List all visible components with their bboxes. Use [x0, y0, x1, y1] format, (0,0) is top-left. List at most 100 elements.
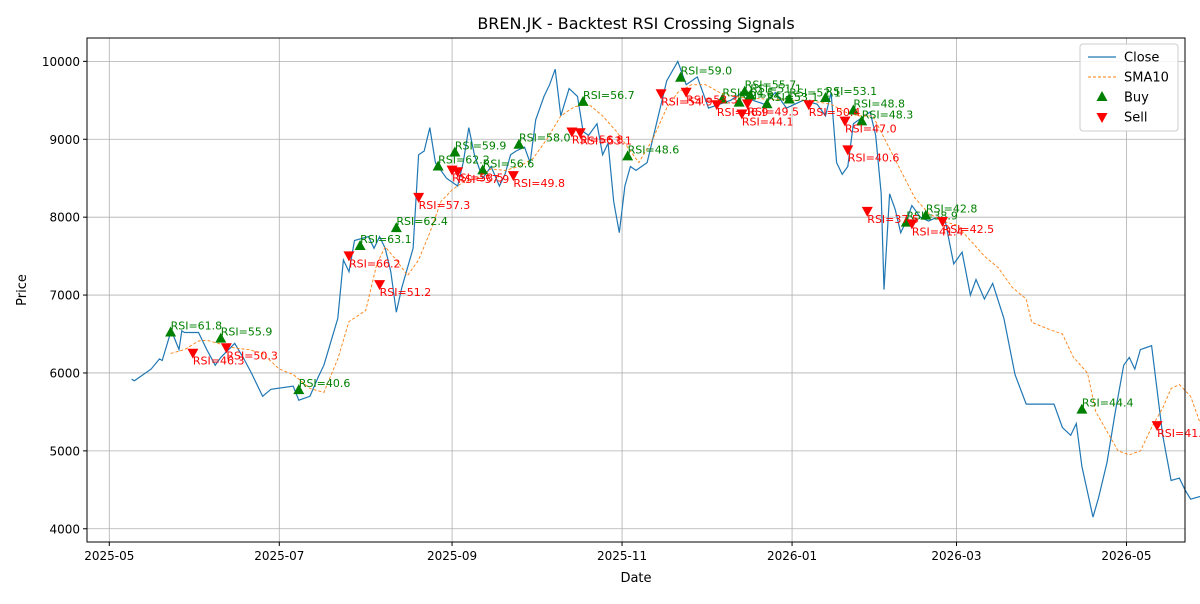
sell-marker: [736, 109, 748, 120]
sell-label: RSI=47.0: [845, 123, 897, 136]
sell-marker: [1151, 421, 1163, 432]
sell-label: RSI=49.8: [513, 177, 565, 190]
legend-label-buy: Buy: [1124, 91, 1149, 106]
y-tick-label: 10000: [42, 55, 80, 69]
x-tick-label: 2025-05: [84, 549, 134, 563]
sell-label: RSI=51.2: [380, 286, 432, 299]
legend: Close SMA10 Buy Sell: [1079, 43, 1179, 132]
buy-marker: [513, 138, 525, 149]
x-tick-label: 2026-01: [767, 549, 817, 563]
sell-marker: [842, 145, 854, 156]
plot-frame: [86, 37, 1186, 543]
buy-label: RSI=55.9: [221, 326, 273, 339]
sell-marker: [452, 167, 464, 178]
sell-marker: [413, 192, 425, 203]
sell-label: RSI=41.4: [912, 225, 964, 238]
buy-label: RSI=53.1: [826, 85, 878, 98]
legend-sell-swatch: [1096, 113, 1108, 123]
buy-label: RSI=42.8: [926, 203, 978, 216]
sma10-line: [170, 84, 1200, 456]
y-axis-label: Price: [15, 274, 30, 306]
y-tick-label: 4000: [49, 522, 80, 536]
legend-label-sell: Sell: [1124, 111, 1147, 126]
y-tick-label: 9000: [49, 133, 80, 147]
sell-label: RSI=57.3: [419, 199, 471, 212]
axis-layer: 4000 5000 6000 7000 8000 9000 10000 2025-05 2025…: [42, 55, 1152, 563]
close-price-line: [131, 59, 1200, 518]
x-tick-label: 2025-11: [597, 549, 647, 563]
buy-marker: [432, 160, 444, 171]
buy-label: RSI=56.7: [583, 89, 635, 102]
y-tick-label: 6000: [49, 366, 80, 380]
sell-label: RSI=50.4: [809, 106, 861, 119]
sell-marker: [374, 280, 386, 291]
buy-label: RSI=48.6: [628, 143, 680, 156]
sell-label: RSI=50.3: [226, 349, 278, 362]
sell-marker: [741, 99, 753, 110]
sell-marker: [803, 100, 815, 111]
x-tick-label: 2025-09: [427, 549, 477, 563]
buy-label: RSI=56.6: [483, 157, 535, 170]
legend-buy-swatch: [1096, 91, 1108, 101]
buy-label: RSI=63.1: [360, 233, 412, 246]
x-tick-label: 2025-07: [254, 549, 304, 563]
sell-marker: [906, 219, 918, 230]
buy-label: RSI=48.3: [862, 108, 914, 121]
sell-label: RSI=56.8: [572, 133, 624, 146]
sell-marker: [655, 89, 667, 100]
x-tick-label: 2026-03: [931, 549, 981, 563]
buy-marker: [215, 332, 227, 343]
x-axis-label: Date: [620, 571, 651, 586]
y-tick-label: 8000: [49, 211, 80, 225]
sell-label: RSI=49.5: [747, 105, 799, 118]
buy-marker: [856, 115, 868, 126]
buy-marker: [820, 91, 832, 102]
sell-label: RSI=66.2: [349, 257, 401, 270]
series-layer: [131, 59, 1200, 518]
buy-label: RSI=62.2: [438, 154, 490, 167]
buy-marker: [744, 89, 756, 100]
buy-label: RSI=48.8: [853, 97, 905, 110]
legend-label-sma: SMA10: [1124, 71, 1169, 86]
sell-label: RSI=46.3: [193, 355, 245, 368]
x-tick-label: 2026-05: [1101, 549, 1151, 563]
sell-label: RSI=41.5: [1157, 427, 1200, 440]
sell-marker: [507, 171, 519, 182]
buy-marker: [920, 209, 932, 220]
buy-marker: [739, 85, 751, 96]
buy-marker: [390, 222, 402, 233]
buy-label: RSI=59.0: [681, 65, 733, 78]
sell-label: RSI=40.6: [848, 151, 900, 164]
sell-marker: [187, 348, 199, 359]
buy-marker: [1076, 403, 1088, 414]
chart-title: BREN.JK - Backtest RSI Crossing Signals: [477, 14, 794, 33]
buy-label: RSI=55.7: [745, 79, 797, 92]
sell-label: RSI=54.9: [661, 95, 713, 108]
buy-marker: [847, 104, 859, 115]
buy-marker: [165, 326, 177, 337]
buy-marker: [761, 98, 773, 109]
buy-label: RSI=59.9: [455, 140, 507, 153]
buy-label: RSI=52.1: [789, 87, 841, 100]
sell-marker: [680, 87, 692, 98]
sell-label: RSI=53.1: [580, 134, 632, 147]
sell-marker: [937, 217, 949, 228]
buy-label: RSI=40.6: [299, 377, 351, 390]
buy-marker: [354, 239, 366, 250]
buy-marker: [675, 71, 687, 82]
buy-marker: [293, 384, 305, 395]
sell-label: RSI=42.5: [943, 223, 995, 236]
buy-label: RSI=62.4: [396, 215, 448, 228]
sell-label: RSI=58.5: [452, 172, 504, 185]
buy-marker: [577, 95, 589, 106]
sell-marker: [566, 127, 578, 138]
buy-marker: [783, 93, 795, 104]
sell-marker: [220, 343, 232, 354]
sell-marker: [574, 128, 586, 139]
buy-marker: [622, 150, 634, 161]
buy-label: RSI=51.1: [750, 83, 802, 96]
sell-label: RSI=57.9: [458, 173, 510, 186]
